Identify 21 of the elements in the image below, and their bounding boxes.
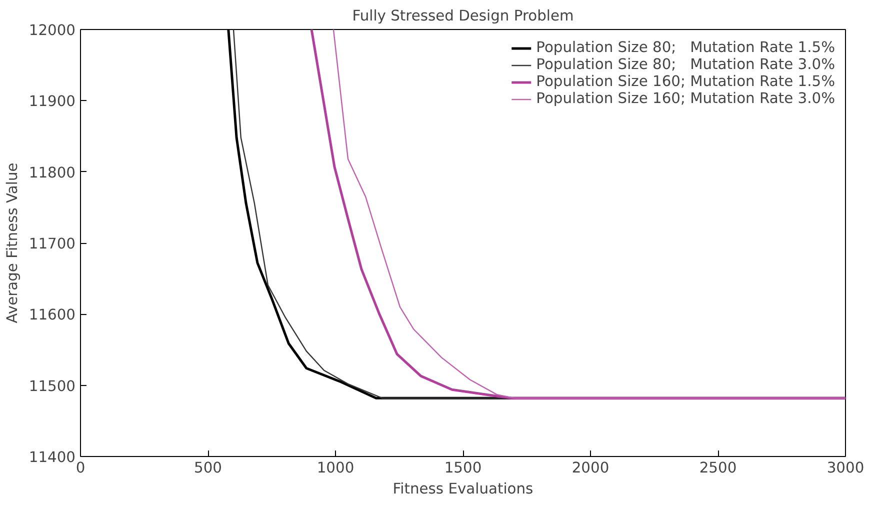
legend-label: Population Size 160; Mutation Rate 1.5% (536, 73, 835, 90)
y-tick-label: 12000 (28, 22, 76, 39)
legend-label: Population Size 80; Mutation Rate 3.0% (536, 56, 835, 73)
x-axis-title: Fitness Evaluations (392, 480, 534, 498)
y-tick-label: 11400 (28, 449, 76, 466)
legend-label: Population Size 160; Mutation Rate 3.0% (536, 90, 835, 107)
y-axis-title: Average Fitness Value (4, 162, 21, 324)
legend-label: Population Size 80; Mutation Rate 1.5% (536, 39, 835, 56)
x-tick-label: 1500 (444, 460, 482, 476)
chart-title: Fully Stressed Design Problem (352, 8, 574, 24)
y-tick-label: 11800 (28, 164, 76, 182)
y-tick-label: 11500 (28, 378, 76, 395)
y-tick-label: 11600 (28, 306, 76, 324)
x-tick-label: 2500 (699, 460, 737, 476)
y-tick-label: 11900 (28, 93, 76, 110)
x-tick-label: 500 (194, 460, 222, 476)
x-tick-label: 0 (76, 460, 86, 476)
x-tick-label: 3000 (826, 460, 864, 476)
x-tick-label: 2000 (572, 460, 610, 476)
y-tick-label: 11700 (28, 236, 76, 252)
x-tick-label: 1000 (316, 460, 354, 476)
